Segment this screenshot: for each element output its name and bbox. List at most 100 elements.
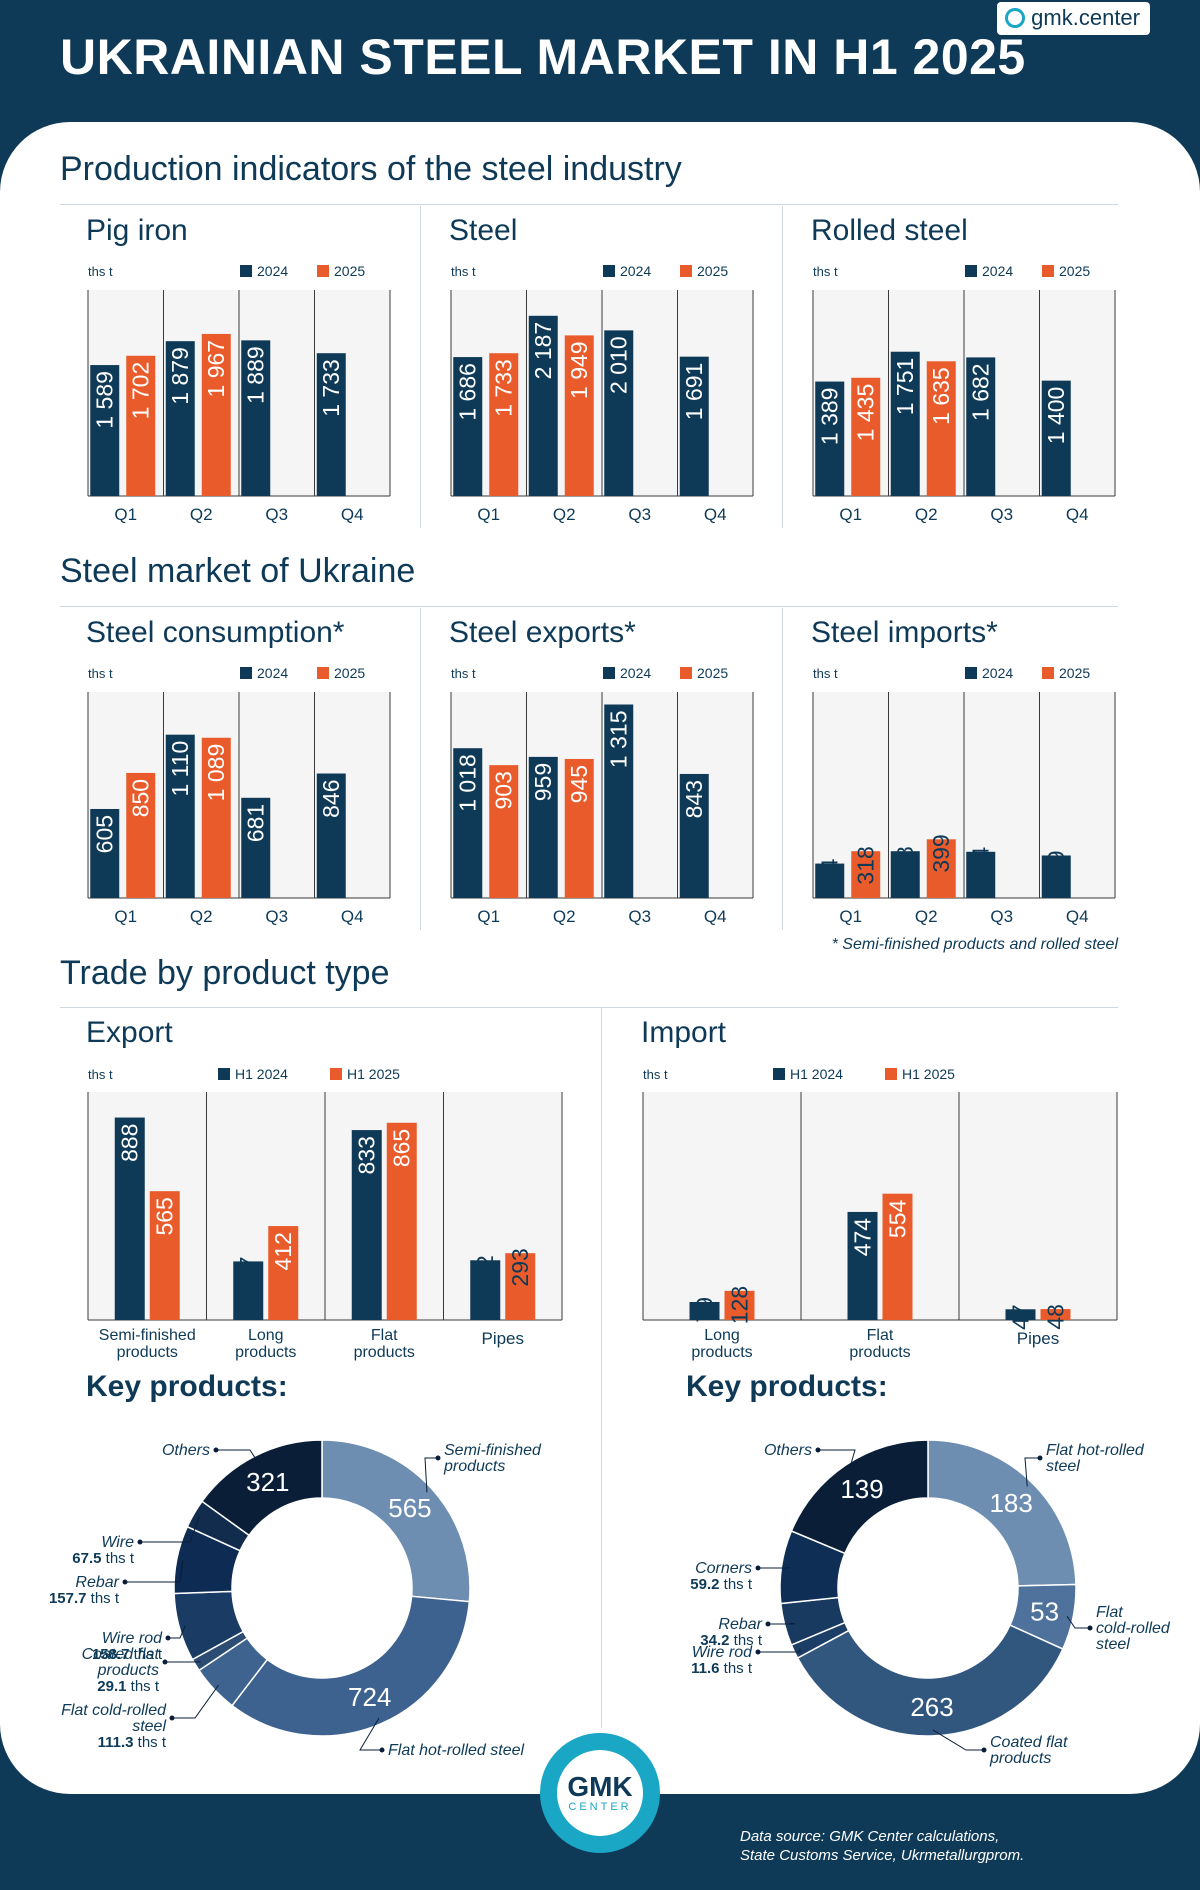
divider — [420, 608, 421, 930]
category-label: Q3 — [265, 505, 288, 524]
callout-dot — [1037, 1455, 1043, 1461]
callout-label: Corners — [695, 1560, 752, 1577]
callout-dot — [379, 1747, 385, 1753]
chart-steel-consumption: Steel consumption* ths t 2024 2025 605 850 Q1 1… — [86, 616, 391, 926]
callout-dot — [755, 1649, 761, 1655]
callout-value-number: 111.3 — [98, 1734, 134, 1751]
unit-label: ths t — [88, 666, 113, 681]
divider — [782, 608, 783, 930]
data-label: 79 — [692, 1297, 718, 1323]
legend-label-2025: 2025 — [697, 263, 728, 279]
callout-value-unit: ths t — [86, 1590, 119, 1607]
legend-swatch — [317, 265, 329, 277]
legend-label-2024: 2024 — [620, 665, 651, 681]
callout-line — [216, 1449, 258, 1462]
legend-label-h1-2025: H1 2025 — [902, 1066, 955, 1082]
callout-value: 34.2 ths t — [700, 1632, 763, 1649]
data-label: 318 — [892, 846, 918, 884]
callout-label: Wire rod — [692, 1644, 753, 1661]
bar-h1-2025 — [1040, 1309, 1071, 1320]
data-label: 1 949 — [566, 341, 592, 399]
callout-line — [125, 1560, 184, 1583]
callout-label: Flat hot-rolled — [1046, 1442, 1145, 1459]
legend-swatch — [240, 265, 252, 277]
callout-dot — [122, 1579, 128, 1585]
category-label: Q4 — [704, 505, 727, 524]
category-label: Long — [248, 1327, 284, 1344]
callout-value-unit: ths t — [129, 1646, 162, 1663]
chart-pig-iron: Pig iron ths t 2024 2025 1 589 1 702 Q1 1 879 1 … — [86, 214, 391, 524]
callout-label: Semi-finished — [444, 1442, 542, 1459]
data-label: 1 702 — [128, 362, 154, 420]
data-label: 1 089 — [203, 744, 229, 802]
legend-label-2024: 2024 — [982, 665, 1013, 681]
data-label: 1 315 — [606, 711, 632, 769]
callout-label: Coated flat — [990, 1734, 1068, 1751]
category-label: Semi-finished — [99, 1327, 196, 1344]
callout-line — [818, 1449, 856, 1470]
data-label: 47 — [1008, 1304, 1034, 1330]
data-label: 681 — [243, 804, 269, 842]
callout-value: 158.7 ths t — [92, 1646, 163, 1663]
callout-value: 29.1 ths t — [97, 1678, 160, 1695]
category-label: Q2 — [553, 505, 576, 524]
category-label: Q3 — [628, 505, 651, 524]
chart-steel-exports: Steel exports* ths t 2024 2025 1 018 903 Q1 959… — [449, 616, 754, 926]
data-label: 2 010 — [606, 336, 632, 394]
brand-name: gmk.center — [1031, 5, 1140, 30]
callout-dot — [815, 1447, 821, 1453]
bar-h1-2025 — [149, 1191, 180, 1320]
data-label: 399 — [928, 834, 954, 872]
callout-label: Flat hot-rolled steel — [388, 1742, 525, 1759]
callout-label: cold-rolled — [1096, 1620, 1171, 1637]
bar-h1-2024 — [233, 1261, 264, 1320]
chart-title: Steel consumption* — [86, 616, 345, 649]
bar-h1-2025 — [882, 1193, 913, 1320]
bar-h1-2025 — [268, 1226, 299, 1320]
data-source: Data source: GMK Center calculations, St… — [740, 1827, 1024, 1865]
category-label: Q1 — [114, 505, 137, 524]
bar-2024 — [453, 357, 483, 496]
data-label: 865 — [389, 1129, 415, 1167]
bar-h1-2024 — [351, 1130, 382, 1320]
data-label: 48 — [1043, 1304, 1069, 1330]
legend-swatch — [1042, 667, 1054, 679]
callout-label: products — [443, 1458, 505, 1475]
chart-rolled-steel: Rolled steel ths t 2024 2025 1 389 1 435 Q1 1 7… — [811, 214, 1116, 524]
callout-dot — [162, 1659, 168, 1665]
legend-label-2024: 2024 — [982, 263, 1013, 279]
chart-title: Steel — [449, 214, 517, 247]
legend-swatch — [680, 265, 692, 277]
brand-tag[interactable]: gmk.center — [997, 2, 1150, 35]
callout-value-unit: ths t — [719, 1576, 752, 1593]
chart-title: Import — [641, 1016, 727, 1049]
callout-value-number: 158.7 — [92, 1646, 130, 1663]
data-label: 1 110 — [167, 741, 193, 797]
chart-title: Export — [86, 1016, 173, 1049]
bar-h1-2024 — [1005, 1309, 1036, 1320]
bar-2025 — [126, 355, 156, 496]
callout-label: Wire rod — [102, 1630, 163, 1647]
callout-label: Rebar — [718, 1616, 762, 1633]
callout-value-number: 59.2 — [690, 1576, 719, 1593]
bar-2024 — [316, 353, 346, 496]
bar-2025 — [926, 361, 956, 496]
data-label: 1 435 — [853, 384, 879, 442]
data-label: 959 — [530, 763, 556, 801]
unit-label: ths t — [88, 264, 113, 279]
callout-line — [172, 1684, 219, 1719]
data-label: 903 — [491, 771, 517, 809]
callout-line — [424, 1457, 438, 1493]
category-label: products — [117, 1344, 178, 1361]
data-label: 128 — [727, 1286, 753, 1324]
slice-coated-flat-products — [796, 1624, 1064, 1737]
callout-value-number: 11.6 — [691, 1660, 719, 1677]
chart-title: Rolled steel — [811, 214, 968, 247]
legend-label-2025: 2025 — [1059, 263, 1090, 279]
divider — [601, 1008, 602, 1728]
slice-flat-hot-rolled-steel — [927, 1439, 1077, 1587]
legend-swatch — [1042, 265, 1054, 277]
callout-label: Others — [162, 1442, 210, 1459]
category-label: Q1 — [839, 505, 862, 524]
callout-value-unit: ths t — [126, 1678, 159, 1695]
